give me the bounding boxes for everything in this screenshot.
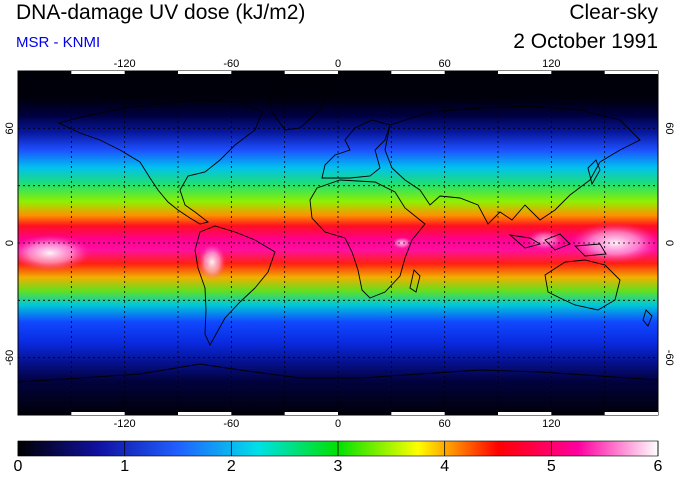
credit-text: MSR - KNMI <box>16 34 101 51</box>
colorbar-label: 0 <box>13 458 23 475</box>
page-title: DNA-damage UV dose (kJ/m2) <box>16 1 306 24</box>
sky-condition: Clear-sky <box>569 1 658 24</box>
lon-tick-label-bottom: 0 <box>335 418 341 430</box>
colorbar-label: 6 <box>653 458 663 475</box>
lon-tick-label-top: -60 <box>223 58 239 70</box>
uv-hotspot-pacific <box>18 235 90 271</box>
lat-tick-label-right: 60 <box>663 122 675 134</box>
colorbar-ticks <box>17 441 659 456</box>
lon-tick-label-bottom: -60 <box>223 418 239 430</box>
lon-tick-label-top: 0 <box>335 58 341 70</box>
lon-tick-label-bottom: -120 <box>114 418 136 430</box>
lon-tick-label-top: -120 <box>114 58 136 70</box>
lat-tick-label-left: 60 <box>4 122 16 134</box>
lon-tick-label-top: 60 <box>439 58 451 70</box>
colorbar-label: 1 <box>120 458 130 475</box>
lon-tick-label-bottom: 60 <box>439 418 451 430</box>
colorbar-label: 4 <box>440 458 450 475</box>
lat-tick-label-left: -60 <box>4 350 16 366</box>
lon-tick-label-bottom: 120 <box>542 418 560 430</box>
frame-border-ticks <box>71 71 658 415</box>
lon-tick-label-top: 120 <box>542 58 560 70</box>
colorbar-label: 3 <box>333 458 343 475</box>
lat-tick-label-right: -60 <box>663 350 675 366</box>
lat-tick-label-right: 0 <box>663 240 675 246</box>
graticule <box>18 71 658 415</box>
map-date: 2 October 1991 <box>513 30 658 53</box>
colorbar-label: 5 <box>546 458 556 475</box>
colorbar-label: 2 <box>226 458 236 475</box>
uv-hotspot-andes <box>198 244 226 280</box>
lat-tick-label-left: 0 <box>4 240 16 246</box>
uv-hotspot-africa <box>392 237 412 249</box>
